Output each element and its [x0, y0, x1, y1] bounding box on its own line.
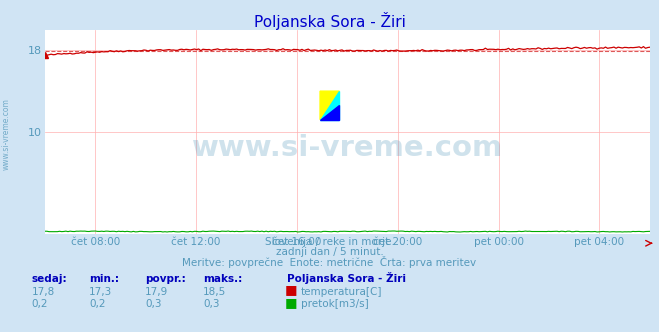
Text: 17,8: 17,8 — [32, 287, 55, 297]
Polygon shape — [320, 91, 339, 120]
Text: sedaj:: sedaj: — [32, 274, 67, 284]
Text: Slovenija / reke in morje.: Slovenija / reke in morje. — [264, 237, 395, 247]
Text: povpr.:: povpr.: — [145, 274, 186, 284]
Text: 0,3: 0,3 — [145, 299, 161, 309]
Text: Poljanska Sora - Žiri: Poljanska Sora - Žiri — [287, 272, 406, 284]
Text: 17,9: 17,9 — [145, 287, 168, 297]
Text: ■: ■ — [285, 284, 297, 296]
Text: temperatura[C]: temperatura[C] — [301, 287, 383, 297]
Text: 0,2: 0,2 — [32, 299, 48, 309]
Polygon shape — [320, 106, 339, 120]
Text: Meritve: povprečne  Enote: metrične  Črta: prva meritev: Meritve: povprečne Enote: metrične Črta:… — [183, 256, 476, 268]
Text: maks.:: maks.: — [203, 274, 243, 284]
Text: min.:: min.: — [89, 274, 119, 284]
Polygon shape — [320, 91, 339, 120]
Text: 0,3: 0,3 — [203, 299, 219, 309]
Text: www.si-vreme.com: www.si-vreme.com — [192, 134, 503, 162]
Text: www.si-vreme.com: www.si-vreme.com — [2, 99, 11, 170]
Text: 0,2: 0,2 — [89, 299, 105, 309]
Text: 18,5: 18,5 — [203, 287, 226, 297]
Text: ■: ■ — [285, 296, 297, 309]
Text: zadnji dan / 5 minut.: zadnji dan / 5 minut. — [275, 247, 384, 257]
Text: Poljanska Sora - Žiri: Poljanska Sora - Žiri — [254, 12, 405, 30]
Text: 17,3: 17,3 — [89, 287, 112, 297]
Text: pretok[m3/s]: pretok[m3/s] — [301, 299, 369, 309]
